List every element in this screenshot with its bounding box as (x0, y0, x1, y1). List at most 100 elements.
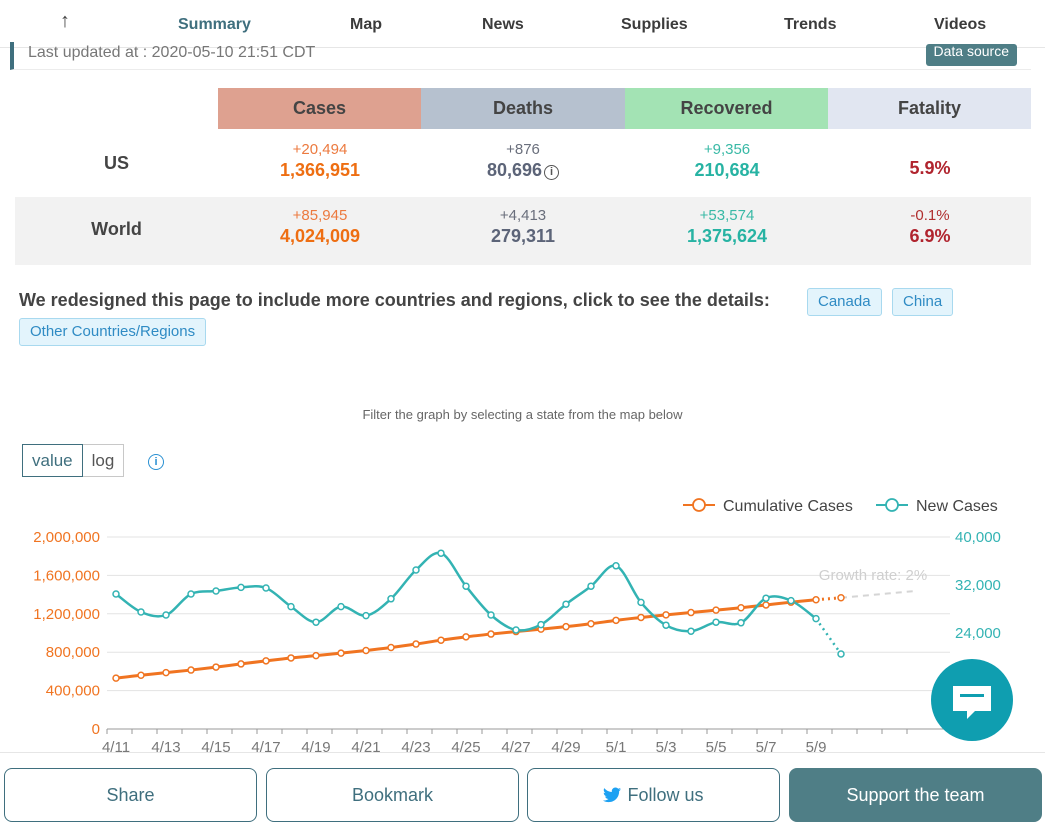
redesign-notice: We redesigned this page to include more … (19, 290, 770, 310)
data-point-cumulative (262, 657, 270, 665)
data-point-cumulative (737, 604, 745, 612)
bookmark-button[interactable]: Bookmark (266, 768, 519, 822)
data-point-new-cases (462, 582, 470, 590)
chip-canada[interactable]: Canada (807, 288, 882, 316)
world-fatality-cell: -0.1% 6.9% (828, 207, 1032, 247)
tab-trends[interactable]: Trends (784, 16, 837, 33)
series-line-new-cases (115, 551, 817, 633)
region-label: US (103, 153, 129, 173)
data-point-cumulative (387, 643, 395, 652)
world-cases-delta: +85,945 (292, 207, 348, 224)
data-point-new-cases (762, 594, 770, 602)
data-point-new-cases (712, 618, 720, 626)
arrow-up-icon[interactable]: ↑ (60, 10, 70, 32)
table-row-world: World +85,945 4,024,009 +4,413 279,311 +… (15, 197, 1031, 265)
data-point-new-cases (137, 608, 145, 616)
tab-supplies[interactable]: Supplies (621, 16, 688, 33)
data-point-new-cases (837, 650, 845, 658)
us-recovered-total: 210,684 (694, 160, 760, 180)
top-nav: ↑ Summary Map News Supplies Trends Video… (0, 0, 1045, 48)
us-fatality-cell: 5.9% (828, 141, 1032, 179)
data-point-new-cases (687, 627, 695, 635)
data-point-new-cases (637, 598, 645, 607)
data-point-cumulative (587, 620, 595, 628)
follow-us-button[interactable]: Follow us (527, 768, 780, 822)
us-cases-total: 1,366,951 (279, 160, 361, 180)
x-tick-label: 5/1 (606, 739, 627, 755)
growth-rate-label: Growth rate: 2% (819, 567, 927, 584)
tab-news[interactable]: News (482, 16, 524, 33)
data-point-cumulative (362, 646, 370, 655)
data-point-cumulative (112, 674, 120, 682)
tab-summary[interactable]: Summary (178, 16, 251, 33)
scale-toggle: value log (22, 444, 125, 477)
data-point-cumulative (762, 601, 770, 609)
chip-other-countries[interactable]: Other Countries/Regions (19, 318, 207, 346)
scale-log-option[interactable]: log (82, 444, 125, 477)
world-recovered-delta: +53,574 (699, 207, 755, 224)
x-tick-label: 5/3 (656, 739, 677, 755)
chip-china[interactable]: China (892, 288, 954, 316)
data-point-new-cases (437, 549, 445, 557)
x-tick-label: 4/11 (102, 739, 130, 755)
data-point-cumulative (712, 606, 720, 614)
filter-hint: Filter the graph by selecting a state fr… (362, 407, 683, 422)
y-right-tick-label: 24,000 (955, 625, 1001, 642)
us-deaths-delta: +876 (506, 141, 540, 158)
info-icon[interactable]: i (544, 165, 560, 180)
info-icon[interactable]: i (148, 454, 164, 470)
world-deaths-delta: +4,413 (499, 207, 547, 224)
data-point-cumulative (137, 671, 145, 679)
share-button[interactable]: Share (4, 768, 257, 822)
data-point-new-cases (537, 620, 545, 629)
x-tick-label: 5/7 (756, 739, 777, 755)
table-row-us: US +20,494 1,366,951 +876 80,696 i +9,356… (15, 131, 1031, 199)
legend-label-cumulative: Cumulative Cases (723, 498, 853, 515)
scale-value-option[interactable]: value (22, 444, 83, 477)
header-fatality: Fatality (828, 88, 1031, 129)
x-tick-label: 4/17 (251, 739, 280, 755)
data-point-cumulative (487, 630, 495, 638)
x-tick-label: 5/5 (706, 739, 727, 755)
x-tick-label: 5/9 (806, 739, 827, 755)
series-line-new-cases-latest (814, 617, 843, 655)
world-cases-cell: +85,945 4,024,009 (218, 207, 422, 247)
x-tick-label: 4/25 (451, 739, 480, 755)
last-updated-text: Last updated at : 2020-05-10 21:51 CDT (28, 44, 316, 61)
data-point-new-cases (387, 595, 395, 603)
data-source-button[interactable]: Data source (925, 44, 1017, 66)
data-point-new-cases (662, 621, 670, 629)
x-tick-label: 4/19 (301, 739, 330, 755)
us-cases-delta: +20,494 (292, 141, 348, 158)
data-point-cumulative (812, 596, 820, 604)
us-cases-cell: +20,494 1,366,951 (218, 141, 422, 181)
data-point-cumulative (337, 649, 345, 657)
x-tick-label: 4/13 (151, 739, 180, 755)
chat-button[interactable] (931, 659, 1013, 741)
us-deaths-total: 80,696 (486, 160, 543, 180)
world-fatality-delta: -0.1% (910, 207, 950, 224)
tab-map[interactable]: Map (350, 16, 382, 33)
x-tick-label: 4/23 (401, 739, 430, 755)
data-point-cumulative (162, 668, 170, 677)
data-point-new-cases (612, 562, 620, 570)
world-fatality-total: 6.9% (909, 226, 951, 246)
data-point-cumulative (462, 633, 470, 641)
world-deaths-total: 279,311 (490, 226, 556, 246)
header-recovered: Recovered (625, 88, 828, 129)
header-deaths: Deaths (421, 88, 625, 129)
us-recovered-cell: +9,356 210,684 (625, 141, 829, 181)
data-point-new-cases (312, 618, 320, 626)
legend-label-new-cases: New Cases (916, 498, 998, 515)
data-point-cumulative (437, 636, 445, 644)
tab-videos[interactable]: Videos (934, 16, 987, 33)
support-team-button[interactable]: Support the team (789, 768, 1042, 822)
follow-us-label: Follow us (627, 785, 704, 805)
data-point-cumulative (687, 608, 695, 617)
data-point-cumulative (837, 594, 845, 602)
region-label: World (91, 219, 142, 239)
y-left-tick-label: 0 (92, 721, 100, 738)
data-point-cumulative (612, 616, 620, 625)
y-left-tick-label: 800,000 (46, 644, 100, 661)
legend-marker-cumulative (692, 498, 706, 512)
